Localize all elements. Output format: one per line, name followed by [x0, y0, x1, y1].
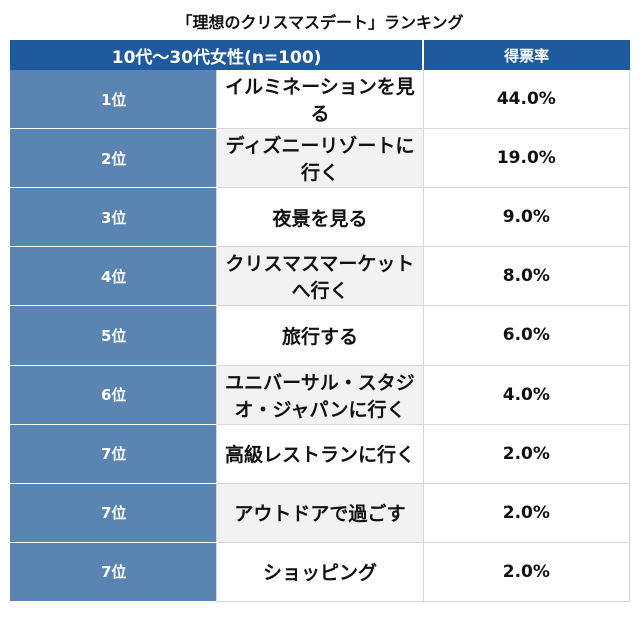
item-label: 高級レストランに行く: [216, 423, 424, 484]
rank-cell: 6位: [9, 364, 218, 425]
table-row: 5位 旅行する 6.0%: [9, 305, 631, 366]
item-label: アウトドアで過ごす: [216, 482, 424, 543]
rate-value: 8.0%: [422, 246, 631, 307]
item-label: 旅行する: [216, 305, 424, 366]
ranking-table: 10代〜30代女性(n=100) 得票率 1位 イルミネーションを見る 44.0% 2…: [9, 40, 631, 603]
rate-value: 44.0%: [422, 68, 631, 130]
rate-value: 4.0%: [422, 364, 631, 425]
rate-value: 2.0%: [422, 541, 631, 603]
table-row: 3位 夜景を見る 9.0%: [9, 187, 631, 248]
item-label: 夜景を見る: [216, 187, 424, 248]
table-row: 7位 ショッピング 2.0%: [9, 541, 631, 603]
table-row: 4位 クリスマスマーケットへ行く 8.0%: [9, 246, 631, 307]
rank-cell: 3位: [9, 187, 218, 248]
rank-cell: 7位: [9, 541, 218, 603]
chart-title: 「理想のクリスマスデート」ランキング: [176, 13, 464, 32]
group-header: 10代〜30代女性(n=100): [10, 40, 424, 70]
table-row: 1位 イルミネーションを見る 44.0%: [9, 68, 631, 130]
item-label: イルミネーションを見る: [216, 68, 424, 130]
table-row: 2位 ディズニーリゾートに行く 19.0%: [9, 128, 631, 189]
table-header-row: 10代〜30代女性(n=100) 得票率: [10, 40, 631, 70]
rate-value: 2.0%: [422, 482, 631, 543]
table-body: 1位 イルミネーションを見る 44.0% 2位 ディズニーリゾートに行く 19.0% 3位夜…: [9, 68, 631, 603]
item-label: ディズニーリゾートに行く: [216, 128, 424, 189]
rate-value: 6.0%: [422, 305, 631, 366]
rate-value: 9.0%: [422, 187, 631, 248]
rank-cell: 7位: [9, 423, 218, 484]
rate-value: 19.0%: [422, 128, 631, 189]
rank-cell: 7位: [9, 482, 218, 543]
rank-cell: 4位: [9, 246, 218, 307]
item-label: ショッピング: [216, 541, 424, 603]
item-label: ユニバーサル・スタジオ・ジャパンに行く: [216, 364, 424, 425]
rank-cell: 1位: [9, 68, 218, 130]
rank-cell: 5位: [9, 305, 218, 366]
table-row: 6位 ユニバーサル・スタジオ・ジャパンに行く 4.0%: [9, 364, 631, 425]
rank-cell: 2位: [9, 128, 218, 189]
rate-header: 得票率: [422, 40, 631, 70]
table-row: 7位 アウトドアで過ごす 2.0%: [9, 482, 631, 543]
item-label: クリスマスマーケットへ行く: [216, 246, 424, 307]
table-row: 7位 高級レストランに行く 2.0%: [9, 423, 631, 484]
rate-value: 2.0%: [422, 423, 631, 484]
